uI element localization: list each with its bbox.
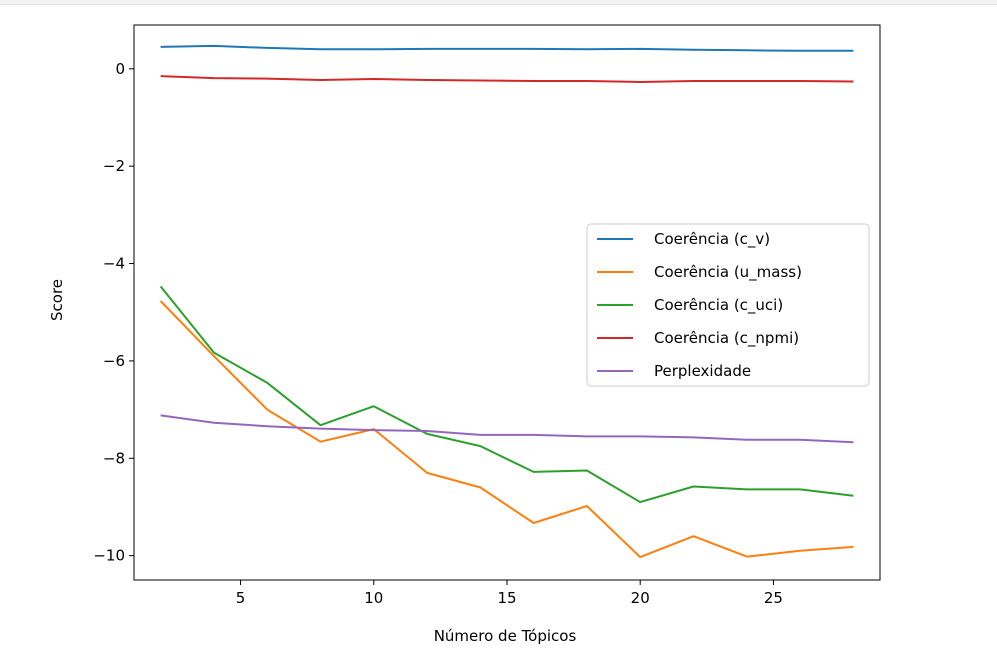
y-tick-label: −4 (103, 255, 125, 273)
y-axis-label: Score (48, 279, 66, 321)
series-lines (159, 44, 854, 559)
x-axis-ticks: 5 10 15 20 25 (236, 580, 783, 607)
x-axis-label: Número de Tópicos (434, 627, 577, 645)
legend-label: Coerência (u_mass) (654, 263, 802, 282)
y-tick-label: 0 (115, 60, 125, 78)
x-tick-label: 25 (764, 589, 783, 607)
y-axis-ticks: 0 −2 −4 −6 −8 −10 (93, 60, 134, 565)
legend-label: Coerência (c_npmi) (654, 329, 799, 348)
series-line-4 (160, 75, 854, 83)
top-bar (0, 0, 997, 5)
series-line-2 (159, 300, 854, 559)
legend-label: Perplexidade (654, 362, 751, 380)
legend-box (586, 223, 870, 387)
series-line-1 (160, 44, 854, 52)
legend-label: Coerência (c_v) (654, 230, 770, 249)
x-tick-label: 10 (364, 589, 383, 607)
legend-label: Coerência (c_uci) (654, 296, 783, 315)
series-line-3 (159, 285, 854, 504)
x-tick-label: 20 (631, 589, 650, 607)
y-tick-label: −10 (93, 547, 125, 565)
x-tick-label: 15 (497, 589, 516, 607)
y-tick-label: −8 (103, 449, 125, 467)
legend: Coerência (c_v) Coerência (u_mass) Coerênc… (586, 223, 870, 387)
y-tick-label: −2 (103, 157, 125, 175)
series-line-5 (160, 414, 854, 444)
y-tick-label: −6 (103, 352, 125, 370)
x-tick-label: 5 (236, 589, 246, 607)
